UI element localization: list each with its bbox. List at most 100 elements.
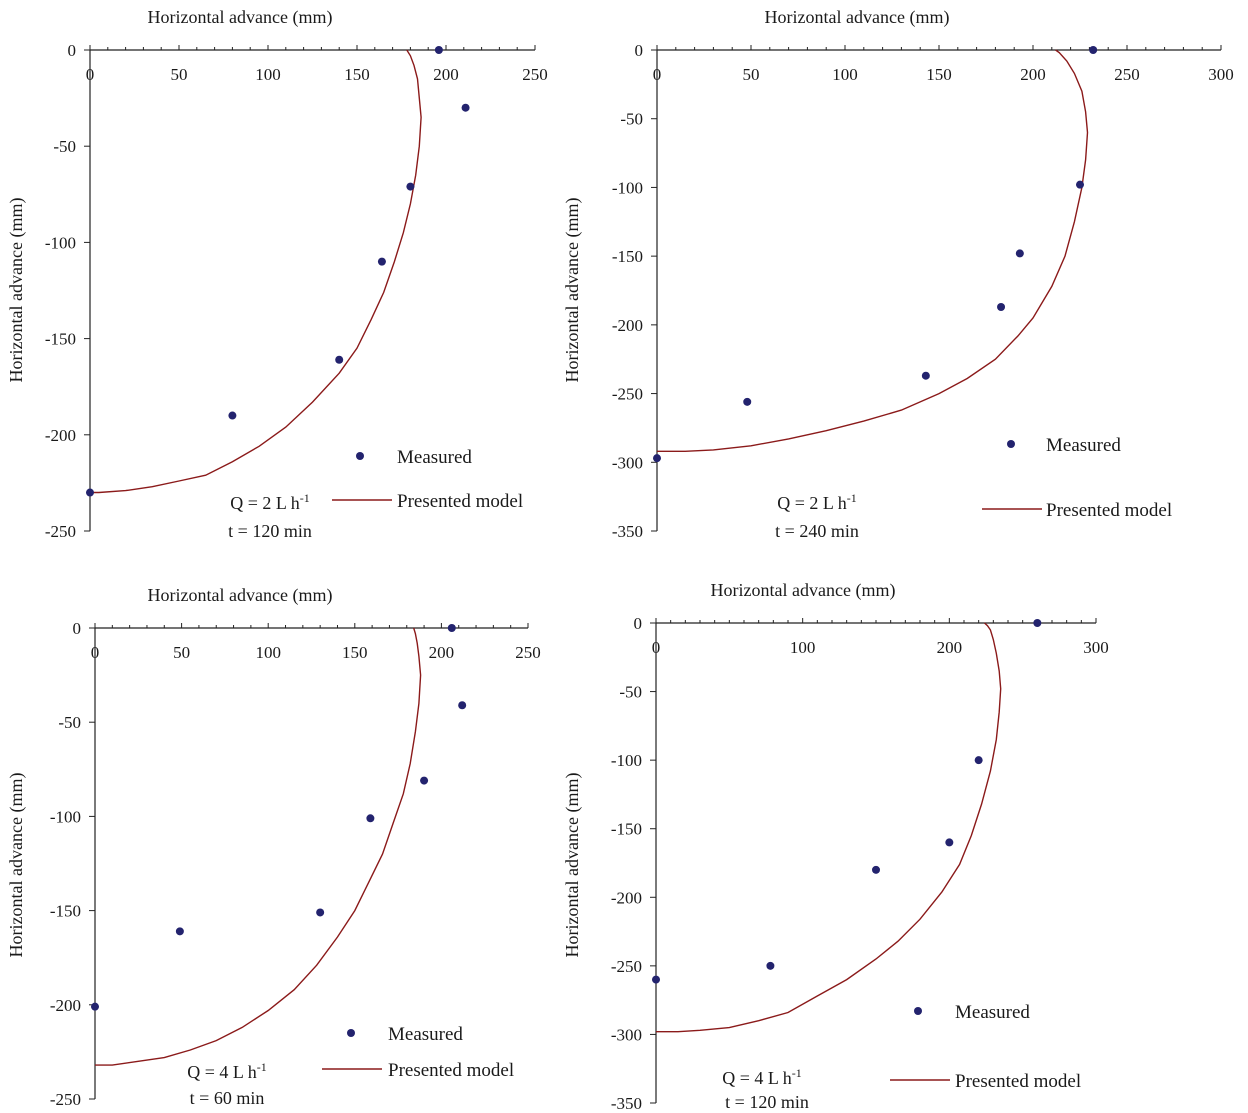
panel-1-y-tick-label: -100 [45,233,76,252]
panel-1-measured-point [434,46,443,54]
panel-3-measured-point [366,814,375,823]
panel-2-y-tick-label: -250 [612,385,643,404]
panel-4-x-tick-label: 300 [1083,638,1109,657]
panel-1-x-tick-label: 200 [433,65,459,84]
panel-4-legend-measured-marker [914,1007,922,1015]
panel-3-flow-rate-label: Q = 4 L h-1 [187,1060,266,1082]
panel-3-x-tick-label: 250 [515,643,541,662]
panel-2-y-tick-label: -200 [612,316,643,335]
panel-4-legend-model-label: Presented model [955,1071,1081,1092]
panel-3-y-axis-title: Horizontal advance (mm) [6,773,27,958]
panel-2-y-tick-label: -350 [612,522,643,541]
panel-4-flow-rate-label: Q = 4 L h-1 [722,1066,801,1088]
panel-4-y-tick-label: -150 [611,820,642,839]
panel-1-x-tick-label: 250 [522,65,548,84]
panel-2-x-tick-label: 300 [1208,65,1234,84]
panel-4-model-line [656,622,1002,1033]
panel-3-model-line [95,627,422,1066]
panel-3-x-tick-label: 0 [91,643,100,662]
panel-2-measured-point [653,454,661,463]
panel-3-y-tick-label: -200 [50,996,81,1015]
panel-3-y-tick-label: -100 [50,807,81,826]
panel-2-measured-point [997,302,1006,311]
panel-2-y-tick-label: -150 [612,247,643,266]
panel-3-measured-point [175,927,184,936]
panel-2-x-tick-label: 100 [832,65,858,84]
panel-4-y-tick-label: -300 [611,1025,642,1044]
panel-1-legend-model-label: Presented model [397,491,523,512]
panel-4-y-axis-title: Horizontal advance (mm) [562,773,583,958]
panel-4-x-tick-label: 200 [937,638,963,657]
panel-2-measured-point [1015,249,1024,258]
panel-3-y-tick-label: -250 [50,1090,81,1109]
panel-1-measured-point [228,411,237,420]
panel-2-legend-model-label: Presented model [1046,500,1172,521]
panel-3-measured-point [420,776,429,785]
panel-3-y-tick-label: -150 [50,902,81,921]
panel-3-x-axis-title: Horizontal advance (mm) [148,585,333,606]
panel-4-y-tick-label: 0 [634,614,643,633]
panel-1-x-axis-title: Horizontal advance (mm) [148,7,333,28]
panel-3-measured-point [316,908,325,917]
panel-1-legend-measured-label: Measured [397,447,472,468]
panel-2-x-axis-title: Horizontal advance (mm) [765,7,950,28]
panel-2-measured-point [743,397,752,406]
panel-2-y-tick-label: -50 [620,110,643,129]
panel-1-y-tick-label: -150 [45,330,76,349]
panel-4-y-tick-label: -50 [619,683,642,702]
panel-4-measured-point [974,756,983,765]
panel-4-measured-point [652,975,660,984]
panel-2-x-tick-label: 0 [653,65,662,84]
panel-2-y-tick-label: 0 [635,41,644,60]
panel-4-x-tick-label: 0 [652,638,661,657]
panel-2-measured-point [1089,46,1098,54]
panel-3-time-label: t = 60 min [190,1088,265,1108]
panel-4-measured-point [1033,619,1042,627]
panel-2-y-axis-title: Horizontal advance (mm) [562,198,583,383]
panel-2-model-line [657,49,1089,452]
panel-1-measured-point [406,182,415,191]
panel-2-legend-measured-label: Measured [1046,435,1121,456]
panel-2-time-label: t = 240 min [775,521,859,541]
panel-2-y-tick-label: -100 [612,178,643,197]
panel-1-x-tick-label: 150 [344,65,370,84]
panel-1-measured-point [377,257,386,266]
panel-1-y-tick-label: -250 [45,522,76,541]
panel-1-measured-point [86,488,94,497]
panel-2-flow-rate-label: Q = 2 L h-1 [777,491,856,513]
panel-3-x-tick-label: 150 [342,643,368,662]
panel-2-measured-point [1076,180,1084,189]
panel-1-y-tick-label: 0 [68,41,77,60]
panel-4-y-tick-label: -100 [611,751,642,770]
panel-3-x-tick-label: 100 [255,643,281,662]
panel-3-legend-measured-label: Measured [388,1024,463,1045]
panel-1-y-axis-title: Horizontal advance (mm) [6,198,27,383]
panel-4-time-label: t = 120 min [725,1092,809,1112]
panel-1-x-tick-label: 100 [255,65,281,84]
panel-2-x-tick-label: 150 [926,65,952,84]
panel-4-measured-point [766,961,775,970]
panel-4-y-tick-label: -200 [611,888,642,907]
panel-4-x-tick-label: 100 [790,638,816,657]
panel-1-measured-point [461,103,470,112]
panel-2-x-tick-label: 250 [1114,65,1140,84]
panel-2-legend-measured-marker [1007,440,1015,448]
panel-2-measured-point [921,371,930,380]
panel-1-legend-measured-marker [356,452,364,460]
panel-3-legend-measured-marker [347,1029,355,1037]
panel-2-x-tick-label: 200 [1020,65,1046,84]
panel-3-x-tick-label: 200 [429,643,455,662]
panel-4-measured-point [872,865,880,874]
panel-4-legend-measured-label: Measured [955,1002,1030,1023]
panel-1-y-tick-label: -200 [45,426,76,445]
panel-3-y-tick-label: 0 [73,619,82,638]
panel-4-measured-point [945,838,954,847]
panel-3-measured-point [458,701,467,710]
panel-3-y-tick-label: -50 [58,713,81,732]
panel-1-y-tick-label: -50 [53,137,76,156]
panel-3-legend-model-label: Presented model [388,1060,514,1081]
panel-1-x-tick-label: 50 [171,65,188,84]
panel-4-y-tick-label: -350 [611,1094,642,1113]
panel-2-y-tick-label: -300 [612,453,643,472]
